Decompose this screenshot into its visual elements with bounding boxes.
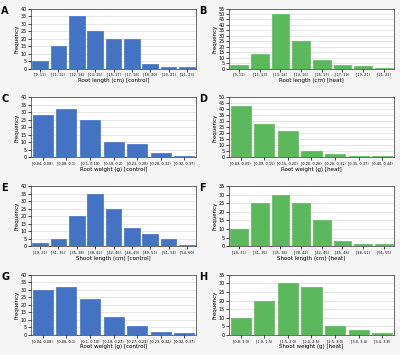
Bar	[230, 229, 248, 246]
Bar	[51, 46, 66, 69]
Bar	[179, 245, 195, 246]
Bar	[272, 195, 289, 246]
Bar	[272, 14, 289, 69]
Bar	[56, 109, 76, 157]
Bar	[87, 31, 103, 69]
Bar	[87, 193, 103, 246]
Y-axis label: Frequency: Frequency	[212, 24, 217, 53]
Bar	[354, 245, 372, 246]
Bar	[33, 115, 53, 157]
Bar	[174, 333, 194, 335]
Bar	[80, 120, 100, 157]
Y-axis label: Frequency: Frequency	[14, 113, 19, 142]
Bar	[80, 299, 100, 335]
Bar	[69, 216, 85, 246]
Bar	[51, 239, 66, 246]
X-axis label: Root length (cm) [control]: Root length (cm) [control]	[78, 78, 149, 83]
Bar	[254, 124, 274, 157]
Bar	[124, 228, 140, 246]
Bar	[124, 39, 140, 69]
Bar	[151, 153, 171, 157]
Bar	[106, 39, 121, 69]
X-axis label: Root weight (g) [control]: Root weight (g) [control]	[80, 344, 147, 349]
Bar	[32, 61, 48, 69]
Text: F: F	[199, 183, 206, 193]
Bar	[127, 144, 147, 157]
Bar	[179, 67, 195, 69]
Bar	[334, 241, 351, 246]
Bar	[174, 156, 194, 157]
Bar	[354, 66, 372, 69]
Bar	[254, 301, 274, 335]
X-axis label: Root length (cm) [heat]: Root length (cm) [heat]	[279, 78, 344, 83]
Text: B: B	[199, 6, 206, 16]
Bar	[142, 234, 158, 246]
Bar	[69, 16, 85, 69]
Bar	[334, 65, 351, 69]
X-axis label: Root weight (g) [control]: Root weight (g) [control]	[80, 167, 147, 172]
Bar	[251, 54, 269, 69]
Bar	[302, 287, 322, 335]
Y-axis label: Frequency: Frequency	[212, 113, 217, 142]
Bar	[161, 67, 176, 69]
Bar	[104, 142, 124, 157]
Bar	[151, 332, 171, 335]
Bar	[56, 287, 76, 335]
Bar	[349, 156, 369, 157]
Y-axis label: Frequency: Frequency	[14, 24, 19, 53]
Bar	[372, 156, 392, 157]
Text: G: G	[1, 272, 9, 282]
Bar	[325, 326, 345, 335]
Bar	[292, 203, 310, 246]
Text: A: A	[1, 6, 9, 16]
X-axis label: Shoot length (cm) [control]: Shoot length (cm) [control]	[76, 256, 151, 261]
Text: C: C	[1, 94, 8, 104]
Bar	[302, 151, 322, 157]
Bar	[33, 290, 53, 335]
Y-axis label: Frequency: Frequency	[212, 291, 217, 319]
Bar	[349, 330, 369, 335]
Y-axis label: Frequency: Frequency	[14, 202, 19, 230]
Bar	[142, 64, 158, 69]
X-axis label: Root weight (g) [heat]: Root weight (g) [heat]	[281, 167, 342, 172]
Bar	[375, 245, 392, 246]
Bar	[313, 220, 330, 246]
X-axis label: Shoot weight (g) [heat]: Shoot weight (g) [heat]	[279, 344, 344, 349]
Bar	[375, 67, 392, 69]
Text: D: D	[199, 94, 207, 104]
Bar	[292, 41, 310, 69]
Bar	[231, 318, 251, 335]
Bar	[161, 239, 176, 246]
Bar	[230, 65, 248, 69]
Bar	[372, 333, 392, 335]
Bar	[313, 60, 330, 69]
Bar	[278, 283, 298, 335]
Y-axis label: Frequency: Frequency	[14, 291, 19, 319]
Bar	[127, 326, 147, 335]
Bar	[251, 203, 269, 246]
Bar	[325, 154, 345, 157]
X-axis label: Shoot length (cm) [heat]: Shoot length (cm) [heat]	[277, 256, 346, 261]
Y-axis label: Frequency: Frequency	[212, 202, 217, 230]
Text: E: E	[1, 183, 8, 193]
Bar	[231, 106, 251, 157]
Text: H: H	[199, 272, 207, 282]
Bar	[104, 317, 124, 335]
Bar	[106, 209, 121, 246]
Bar	[278, 131, 298, 157]
Bar	[32, 243, 48, 246]
